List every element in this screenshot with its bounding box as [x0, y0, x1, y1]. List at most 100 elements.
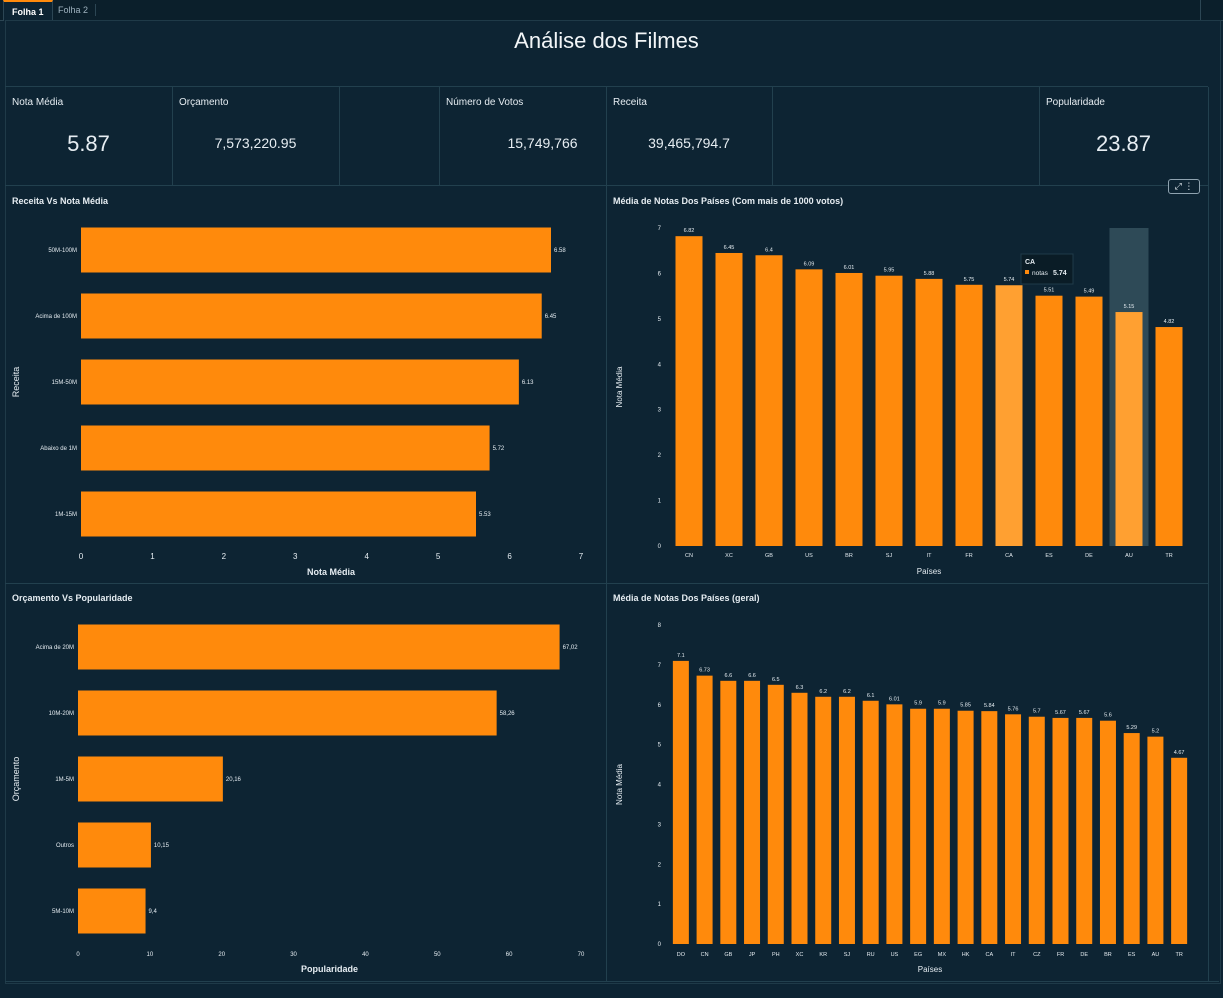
y-tick-label: 1	[658, 902, 662, 908]
category-label: 10M-20M	[49, 711, 74, 717]
chart-title: Receita Vs Nota Média	[12, 196, 109, 206]
bar-es	[1123, 733, 1140, 944]
category-label: DE	[1080, 952, 1088, 958]
bar-au	[1147, 736, 1164, 944]
category-label: CN	[701, 952, 709, 958]
bar-au	[1115, 312, 1143, 546]
chart-orcamento-vs-popularidade[interactable]: Orçamento Vs Popularidade Acima de 20M 67…	[5, 583, 607, 982]
chart-receita-vs-nota[interactable]: Receita Vs Nota Média 50M-100M 6.58 Acima …	[5, 186, 607, 584]
kpi-numero-votos[interactable]: Número de Votos 15,749,766	[439, 87, 607, 186]
data-label: 6.1	[867, 693, 875, 699]
data-label: 20,16	[226, 777, 242, 783]
category-label: EG	[914, 952, 922, 958]
kpi-nota-media[interactable]: Nota Média 5.87	[5, 87, 173, 186]
bar-br	[1099, 720, 1116, 944]
data-label: 5.15	[1124, 304, 1135, 310]
y-tick-label: 1	[658, 499, 662, 505]
kpi-label: Nota Média	[12, 97, 64, 108]
category-label: Abaixo de 1M	[40, 446, 77, 452]
x-tick-label: 1	[150, 552, 155, 561]
data-label: 5.72	[493, 446, 505, 452]
x-tick-label: 10	[147, 952, 154, 958]
category-label: BR	[1104, 952, 1112, 958]
category-label: DO	[677, 952, 686, 958]
kpi-orcamento[interactable]: Orçamento 7,573,220.95	[172, 87, 340, 186]
bar-br	[835, 272, 863, 546]
tab-bar-edge	[1200, 0, 1201, 20]
bar-tr	[1171, 757, 1188, 944]
category-label: 15M-50M	[52, 380, 77, 386]
tab-divider	[95, 4, 96, 16]
data-label: 6.45	[724, 245, 735, 251]
data-label: 6.2	[843, 689, 851, 695]
bar-ca	[981, 711, 998, 944]
data-label: 67,02	[563, 645, 579, 651]
tooltip-swatch	[1025, 270, 1029, 274]
x-tick-label: 70	[578, 952, 585, 958]
x-axis-label: Países	[917, 567, 941, 576]
kpi-popularidade[interactable]: Popularidade 23.87	[1039, 87, 1209, 186]
category-label: Outros	[56, 843, 74, 849]
category-label: GB	[724, 952, 732, 958]
y-tick-label: 0	[658, 544, 662, 550]
data-label: 4.67	[1174, 750, 1185, 756]
category-label: CN	[685, 553, 693, 559]
dashboard-sheet	[5, 20, 1221, 984]
data-label: 6.5	[772, 677, 780, 683]
data-label: 5.53	[479, 512, 491, 518]
tab-folha-1[interactable]: Folha 1	[3, 0, 53, 21]
x-axis-label: Nota Média	[307, 567, 356, 577]
bar-ph	[767, 684, 784, 944]
tab-folha-2[interactable]: Folha 2	[58, 5, 89, 15]
data-label: 6.13	[522, 380, 534, 386]
y-tick-label: 2	[658, 453, 662, 459]
panel-toolbar[interactable]: ⤢ ⋮	[1168, 179, 1200, 194]
chart-paises-geral[interactable]: Média de Notas Dos Países (geral) 7.1 DO 6…	[606, 583, 1209, 982]
x-tick-label: 50	[434, 952, 441, 958]
tooltip-value: 5.74	[1053, 270, 1067, 277]
y-axis-label: Nota Média	[615, 366, 624, 407]
more-vertical-icon[interactable]: ⋮	[1184, 181, 1194, 191]
kpi-label: Popularidade	[1046, 97, 1105, 108]
sheet-tabs: Folha 1 Folha 2	[0, 0, 1223, 21]
data-label: 6.4	[765, 247, 773, 253]
chart-orcamento-svg: Acima de 20M 67,02 10M-20M 58,26 1M-5M 20,16 O…	[11, 624, 585, 974]
category-label: IT	[927, 553, 933, 559]
kpi-value: 7,573,220.95	[214, 135, 297, 151]
bar-de	[1075, 296, 1103, 546]
category-label: CZ	[1033, 952, 1041, 958]
chart-paises-1000-votos[interactable]: ⤢ ⋮ Média de Notas Dos Países (Com mais …	[606, 179, 1209, 584]
data-label: 5.67	[1079, 710, 1090, 716]
category-label: ES	[1045, 553, 1053, 559]
bar-do	[672, 660, 689, 944]
data-label: 5.2	[1152, 729, 1160, 735]
bar-ca	[995, 285, 1023, 546]
category-label: KR	[819, 952, 827, 958]
data-label: 6.6	[748, 673, 756, 679]
chart-title: Média de Notas Dos Países (geral)	[613, 593, 760, 603]
kpi-receita[interactable]: Receita 39,465,794.7	[606, 87, 773, 186]
data-label: 6.01	[889, 696, 900, 702]
bar-1m-15m	[81, 491, 476, 537]
bar-it	[1005, 714, 1022, 944]
bar-1m-5m	[78, 756, 223, 802]
data-label: 5.85	[960, 703, 971, 709]
data-label: 6.73	[699, 668, 710, 674]
bar-cn	[675, 236, 703, 547]
category-label: SJ	[886, 553, 893, 559]
category-label: CA	[985, 952, 993, 958]
data-label: 5.76	[1008, 706, 1019, 712]
bar-es	[1035, 295, 1063, 546]
expand-icon[interactable]: ⤢	[1174, 181, 1182, 191]
x-tick-label: 7	[579, 552, 584, 561]
bar-abaixo-de-1m	[81, 425, 490, 471]
category-label: TR	[1165, 553, 1172, 559]
y-tick-label: 6	[658, 703, 662, 709]
category-label: US	[891, 952, 899, 958]
bar-kr	[815, 696, 832, 944]
category-label: IT	[1011, 952, 1017, 958]
y-tick-label: 0	[658, 942, 662, 948]
y-axis-label: Nota Média	[615, 764, 624, 805]
x-tick-label: 0	[76, 952, 80, 958]
bar-tr	[1155, 327, 1183, 546]
